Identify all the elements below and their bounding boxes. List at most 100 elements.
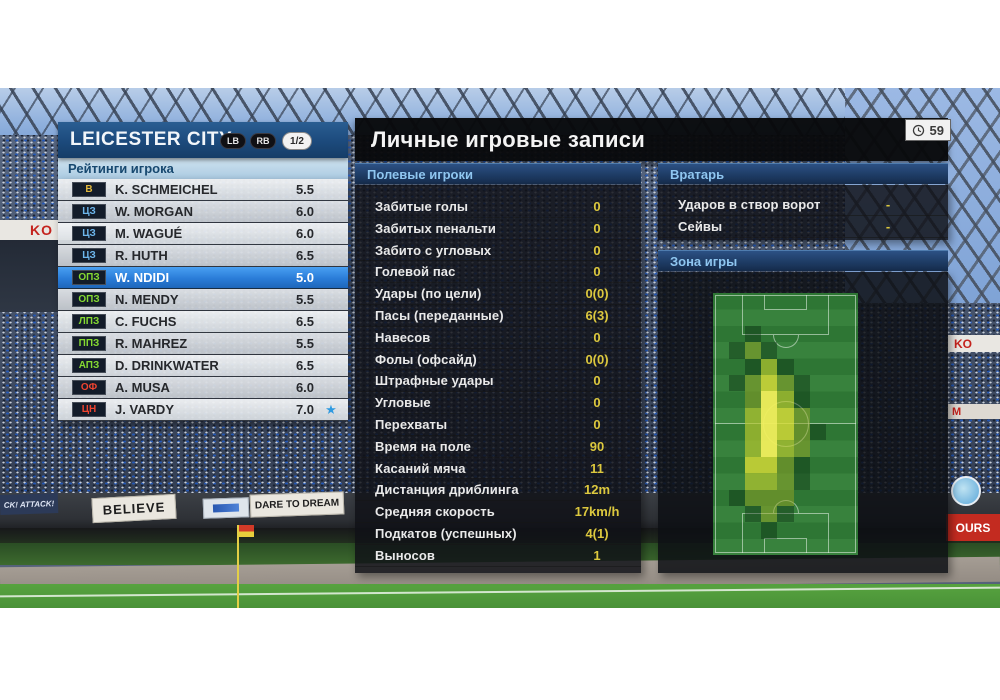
player-rating: 6.0 xyxy=(295,226,315,241)
stat-label: Угловые xyxy=(375,395,431,411)
ad-board-left: KO xyxy=(0,220,72,240)
ad-board-ours: OURS xyxy=(946,514,1000,541)
stat-label: Навесов xyxy=(375,329,431,345)
stat-row: Дистанция дриблинга 12m xyxy=(355,479,641,502)
stat-label: Штрафные удары xyxy=(375,373,494,389)
stat-row: Подкатов (успешных) 4(1) xyxy=(355,523,641,545)
player-row[interactable]: ЦЗ W. MORGAN 6.0 xyxy=(58,201,348,223)
clock-value: 59 xyxy=(929,122,944,138)
stat-label: Голевой пас xyxy=(375,264,456,280)
player-rating: 6.5 xyxy=(295,314,315,329)
rb-button[interactable]: RB xyxy=(250,133,276,149)
player-row[interactable]: ППЗ R. MAHREZ 5.5 xyxy=(58,333,348,355)
stat-label: Перехваты xyxy=(375,416,448,432)
heatmap-cell xyxy=(761,374,778,392)
stat-row: Сейвы - xyxy=(658,216,948,238)
stat-label: Дистанция дриблинга xyxy=(375,482,519,498)
stat-row: Выносов 1 xyxy=(355,545,641,567)
stat-value: 0 xyxy=(593,264,601,280)
heatmap-cell xyxy=(777,374,794,392)
heatmap-cell xyxy=(761,391,778,408)
heatmap-cell xyxy=(777,489,794,506)
goalkeeper-stats: Ударов в створ ворот - Сейвы - xyxy=(658,185,948,240)
stat-value: 12m xyxy=(583,482,611,498)
player-rating: 5.5 xyxy=(295,292,315,307)
heatmap-cell xyxy=(745,424,762,441)
pitch-outline xyxy=(715,295,856,553)
player-row-selected[interactable]: ОПЗ W. NDIDI 5.0 xyxy=(58,267,348,289)
stat-row: Удары (по цели) 0(0) xyxy=(355,283,641,305)
stat-row: Забитых пенальти 0 xyxy=(355,218,641,240)
stat-label: Время на поле xyxy=(375,438,471,454)
ad-board-m-right: M xyxy=(948,404,1000,419)
player-row[interactable]: ЦЗ M. WAGUÉ 6.0 xyxy=(58,223,348,245)
position-badge: ЛПЗ xyxy=(72,314,106,329)
heatmap-cell xyxy=(777,440,794,457)
heatmap-cell xyxy=(745,325,762,343)
stat-row: Время на поле 90 xyxy=(355,436,641,458)
stat-value: 17km/h xyxy=(574,504,620,520)
heatmap-cell xyxy=(745,391,762,408)
stat-row: Ударов в створ ворот - xyxy=(658,194,948,216)
club-crest-badge xyxy=(951,476,981,506)
zone-of-play-box xyxy=(658,272,948,573)
position-badge: ЦН xyxy=(72,402,106,417)
heatmap-cell xyxy=(777,456,794,474)
stat-value: 0 xyxy=(593,416,601,432)
star-icon: ★ xyxy=(325,402,337,417)
heatmap-cell xyxy=(777,424,794,441)
heatmap-cell xyxy=(761,358,778,375)
player-rating: 6.0 xyxy=(295,380,315,395)
position-badge: ОФ xyxy=(72,380,106,395)
team-name: LEICESTER CITY xyxy=(70,129,233,150)
position-badge: АПЗ xyxy=(72,358,106,373)
player-rating: 6.5 xyxy=(295,358,315,373)
player-rating: 5.5 xyxy=(295,182,315,197)
heatmap-cell xyxy=(793,424,810,441)
player-name: J. VARDY xyxy=(115,402,174,417)
player-name: A. MUSA xyxy=(115,380,170,395)
player-rating: 6.5 xyxy=(295,248,315,263)
stat-row: Навесов 0 xyxy=(355,327,641,349)
stat-label: Фолы (офсайд) xyxy=(375,351,477,367)
team-header: LEICESTER CITY LB RB 1/2 xyxy=(58,122,348,158)
stat-row: Голевой пас 0 xyxy=(355,261,641,284)
player-row[interactable]: ОФ A. MUSA 6.0 xyxy=(58,377,348,399)
player-name: R. MAHREZ xyxy=(115,336,188,351)
heatmap-cell xyxy=(777,505,794,523)
stat-value: 0 xyxy=(593,395,601,411)
stat-row: Забитые голы 0 xyxy=(355,196,641,218)
heatmap-cell xyxy=(745,456,762,474)
player-row[interactable]: АПЗ D. DRINKWATER 6.5 xyxy=(58,355,348,377)
heatmap-cell xyxy=(745,473,762,490)
player-row[interactable]: ЦН J. VARDY 7.0 ★ xyxy=(58,399,348,421)
page-indicator: 1/2 xyxy=(282,132,312,150)
crowd-banner-believe: BELIEVE xyxy=(91,493,177,524)
lb-button[interactable]: LB xyxy=(220,133,246,149)
crowd-banner-attack: CK! ATTACK! xyxy=(0,492,59,516)
heatmap-cell xyxy=(793,391,810,408)
main-title-bar: Личные игровые записи xyxy=(355,118,948,161)
stat-label: Сейвы xyxy=(678,218,723,234)
stat-value: 1 xyxy=(593,547,601,563)
heatmap-cell xyxy=(777,391,794,408)
heatmap-cell xyxy=(793,407,810,424)
heatmap-cell xyxy=(745,358,762,375)
player-row[interactable]: ОПЗ N. MENDY 5.5 xyxy=(58,289,348,311)
player-row[interactable]: В K. SCHMEICHEL 5.5 xyxy=(58,179,348,201)
player-rating: 6.0 xyxy=(295,204,315,219)
stat-value: 90 xyxy=(589,438,605,454)
position-badge: ОПЗ xyxy=(72,270,106,285)
player-row[interactable]: ЛПЗ C. FUCHS 6.5 xyxy=(58,311,348,333)
heatmap-cell xyxy=(777,358,794,375)
stat-row: Забито с угловых 0 xyxy=(355,240,641,262)
page-title: Личные игровые записи xyxy=(371,127,646,152)
player-name: D. DRINKWATER xyxy=(115,358,219,373)
player-rating: 7.0 xyxy=(295,402,315,417)
stat-value: 6(3) xyxy=(585,307,609,323)
player-row[interactable]: ЦЗ R. HUTH 6.5 xyxy=(58,245,348,267)
field-players-stats: Забитые голы 0 Забитых пенальти 0 Забито с у… xyxy=(355,185,641,573)
stat-value: 0 xyxy=(593,220,601,236)
heatmap-cell xyxy=(761,407,778,424)
